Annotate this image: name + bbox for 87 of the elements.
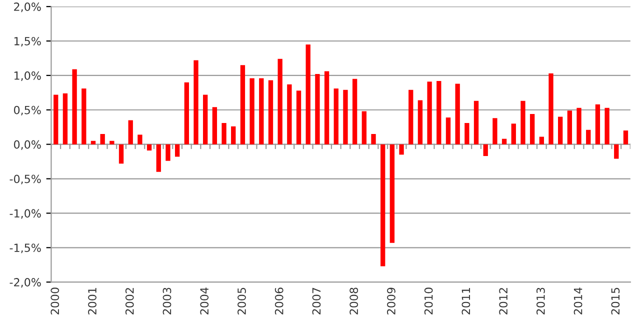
bar (614, 144, 619, 159)
bar (306, 44, 310, 144)
bar (604, 108, 610, 144)
bar (128, 120, 133, 144)
bar (315, 74, 320, 144)
y-tick-label: 1,5% (14, 36, 41, 47)
bar (464, 122, 470, 144)
y-tick-label: 0,0% (14, 140, 41, 150)
bar (203, 94, 208, 144)
bar (231, 126, 236, 144)
bar (110, 140, 114, 144)
x-tick-label: 2007 (312, 288, 321, 314)
bar (222, 122, 226, 144)
bar (502, 138, 507, 144)
x-tick-label: 2015 (611, 288, 620, 314)
bar (118, 144, 124, 164)
bar (455, 84, 460, 144)
bar (399, 144, 404, 155)
y-tick-label: -0,5% (10, 174, 41, 184)
bar (138, 134, 142, 144)
x-tick-label: 2008 (350, 288, 358, 314)
bar (54, 94, 58, 144)
bar (278, 58, 282, 144)
bar (511, 124, 516, 144)
bar (174, 144, 180, 157)
bar (390, 144, 395, 243)
bar (212, 107, 218, 144)
x-tick-label: 2013 (536, 288, 545, 314)
x-tick-label: 2009 (387, 288, 396, 314)
bar (408, 90, 414, 144)
bar (595, 104, 600, 144)
bar (343, 90, 348, 144)
bar (334, 88, 338, 144)
bar (576, 108, 582, 144)
bar (586, 130, 591, 144)
bar (90, 140, 96, 144)
x-tick-label: 2011 (462, 288, 470, 314)
y-tick-label: 1,0% (14, 71, 41, 81)
y-tick-label: -2,0% (10, 278, 41, 288)
bar (483, 144, 488, 156)
bar (268, 80, 274, 144)
bar (240, 65, 246, 144)
bar (166, 144, 170, 161)
bar (623, 130, 628, 144)
bar (72, 69, 77, 144)
x-tick-label: 2002 (125, 288, 134, 314)
bar (250, 78, 254, 144)
bar (100, 134, 105, 144)
y-tick-label: 2,0% (14, 2, 41, 12)
y-tick-label: 0,5% (14, 106, 41, 116)
bar (371, 134, 376, 144)
bar (296, 90, 302, 144)
bar (418, 100, 423, 144)
bar (62, 93, 68, 144)
x-tick-label: 2003 (162, 288, 172, 314)
bar (530, 114, 535, 144)
bar (436, 80, 442, 144)
bar (146, 144, 152, 151)
bar (558, 116, 563, 144)
bar (474, 100, 479, 144)
bar (156, 144, 161, 172)
bar (194, 60, 198, 144)
bar (539, 136, 544, 144)
x-tick-label: 2010 (424, 288, 433, 314)
bar (446, 117, 451, 144)
bar (362, 111, 366, 144)
y-tick-label: -1,0% (10, 209, 41, 219)
x-tick-label: 2012 (499, 288, 508, 314)
x-tick-label: 2014 (574, 288, 582, 314)
y-tick-label: -1,5% (10, 244, 41, 254)
bar (352, 78, 358, 144)
bar (259, 78, 264, 144)
bar (184, 82, 189, 144)
bar (324, 71, 330, 144)
x-tick-label: 2004 (200, 288, 209, 314)
x-tick-label: 2005 (238, 288, 246, 314)
bar (520, 100, 526, 144)
x-tick-label: 2001 (88, 288, 96, 314)
bar (82, 88, 86, 144)
bar (548, 73, 554, 144)
bar (287, 84, 292, 144)
bar (427, 82, 432, 144)
bar (567, 110, 572, 144)
x-tick-label: 2000 (50, 288, 60, 314)
bar (492, 118, 498, 144)
bar (380, 144, 386, 266)
x-tick-label: 2006 (274, 288, 284, 314)
